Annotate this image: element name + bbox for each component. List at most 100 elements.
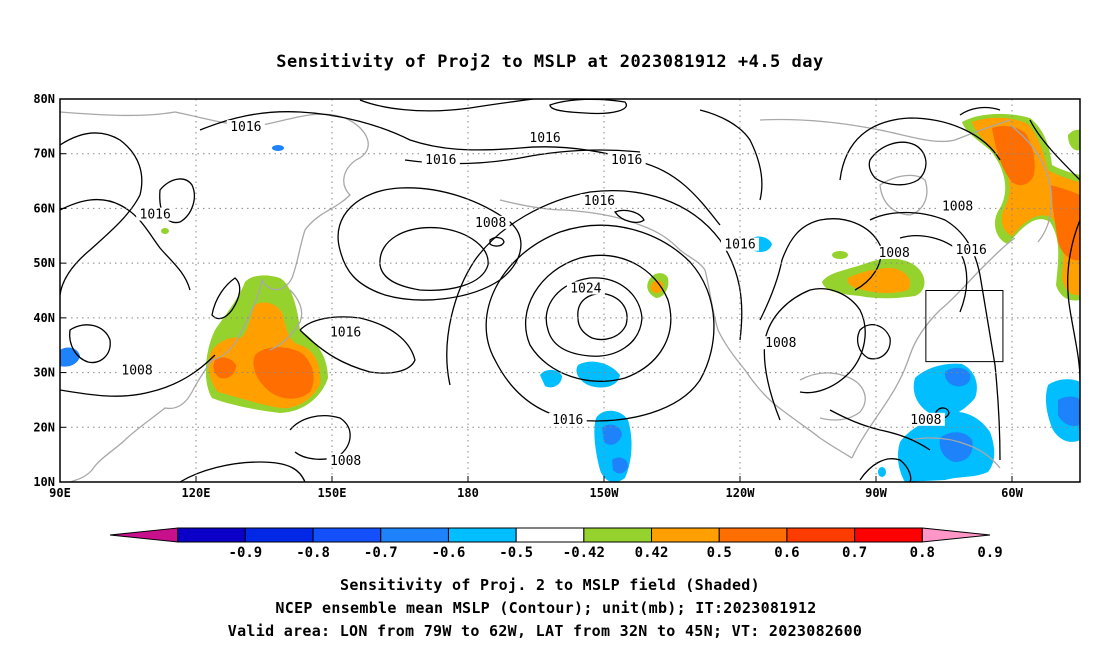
colorbar-label: -0.42 <box>563 545 605 561</box>
contour-label-background <box>118 363 157 377</box>
colorbar-label: 0.8 <box>910 545 935 561</box>
caption-line-1: Sensitivity of Proj. 2 to MSLP field (Sh… <box>340 576 760 594</box>
lat-tick-label: 60N <box>33 201 55 215</box>
mslp-contour <box>359 99 539 112</box>
contour-label: 1016 <box>140 208 171 223</box>
mslp-contour <box>379 226 489 291</box>
mslp-contour <box>613 209 645 223</box>
mslp-contour <box>337 187 522 301</box>
positive-sensitivity-region <box>253 347 314 399</box>
coastline-alaska <box>499 199 706 271</box>
lat-tick-label: 40N <box>33 311 55 325</box>
contour-label-background <box>471 215 510 229</box>
mslp-contour <box>289 415 351 460</box>
contour-labels: 1016 1016 1016 1016 1016 1016 1008 1024 1016 1008… <box>118 120 991 469</box>
negative-sensitivity-region <box>612 457 628 474</box>
mslp-contour <box>545 277 643 357</box>
colorbar: -0.9 -0.8 -0.7 -0.6 -0.5 -0.42 0.42 0.5 0.6 0.7 0.… <box>109 527 1003 561</box>
coastline-greenland <box>1009 124 1053 243</box>
positive-sensitivity-region <box>847 268 911 293</box>
contour-label: 1008 <box>121 364 152 379</box>
colorbar-swatch <box>380 527 449 543</box>
mslp-contour <box>525 254 672 382</box>
coastline-arctic <box>759 118 1011 143</box>
contour-label: 1016 <box>529 131 560 146</box>
colorbar-swatch <box>312 527 382 543</box>
negative-sensitivity-region <box>878 467 886 477</box>
colorbar-swatch <box>447 527 517 543</box>
contour-label-background <box>226 120 265 134</box>
negative-sensitivity-region <box>540 369 562 388</box>
contour-label-background <box>566 281 605 295</box>
negative-sensitivity-region <box>602 424 622 445</box>
contour-label-background <box>952 243 991 257</box>
mslp-contour <box>211 277 241 320</box>
coastline-east-na <box>851 237 1016 459</box>
mslp-contour <box>859 458 912 482</box>
mslp-contour <box>763 288 866 421</box>
colorbar-label: -0.7 <box>364 545 398 561</box>
figure-title: Sensitivity of Proj2 to MSLP at 20230819… <box>276 52 823 72</box>
coastline-hudson <box>879 174 928 216</box>
contour-label: 1008 <box>765 336 796 351</box>
contour-label: 1024 <box>570 282 601 297</box>
contour-label: 1008 <box>330 454 361 469</box>
contour-label: 1016 <box>611 153 642 168</box>
colorbar-label: 0.7 <box>842 545 867 561</box>
contour-label: 1016 <box>330 325 361 340</box>
contour-label-background <box>761 336 800 350</box>
latitude-axis: 80N 70N 60N 50N 40N 30N 20N 10N <box>33 92 66 489</box>
mslp-contour <box>857 324 891 360</box>
mslp-contour <box>446 190 743 386</box>
positive-sensitivity-region <box>972 117 1080 296</box>
contour-label-background <box>938 199 977 213</box>
valid-area-box <box>925 290 1004 363</box>
mslp-contour <box>299 316 416 374</box>
lon-tick-label: 120E <box>182 486 211 500</box>
longitude-axis: 90E 120E 150E 180 150W 120W 90W 60W <box>49 476 1024 500</box>
mslp-contour <box>959 106 1001 116</box>
colorbar-label: -0.9 <box>229 545 263 561</box>
colorbar-swatch <box>854 527 923 543</box>
lon-tick-label: 90W <box>865 486 887 500</box>
contour-label-background <box>906 412 945 426</box>
lat-tick-label: 80N <box>33 92 55 106</box>
contour-label-background <box>326 453 365 467</box>
mslp-contour <box>69 324 111 364</box>
contour-label: 1016 <box>425 153 456 168</box>
lon-tick-label: 150W <box>590 486 620 500</box>
mslp-contour <box>829 409 931 451</box>
lon-tick-label: 120W <box>726 486 756 500</box>
contour-label-background <box>326 325 365 339</box>
lon-tick-label: 180 <box>457 486 479 500</box>
contour-label: 1016 <box>956 243 987 258</box>
colorbar-swatch <box>583 527 653 543</box>
positive-sensitivity-region <box>650 280 664 294</box>
contour-label: 1008 <box>910 413 941 428</box>
contour-label-background <box>548 412 587 426</box>
positive-sensitivity-region <box>832 251 848 259</box>
mslp-contour <box>60 132 143 296</box>
colorbar-swatch <box>244 527 314 543</box>
lat-tick-label: 30N <box>33 366 55 380</box>
colorbar-label: -0.6 <box>432 545 466 561</box>
contour-label: 1016 <box>230 120 261 135</box>
coastline-west-na <box>704 269 853 459</box>
positive-sensitivity-region <box>1068 129 1080 151</box>
contour-label-background <box>875 245 914 259</box>
contour-label-background <box>136 207 175 221</box>
negative-sensitivity-region <box>272 145 284 151</box>
mslp-contour <box>179 461 306 482</box>
contour-label: 1016 <box>552 413 583 428</box>
colorbar-label: 0.5 <box>707 545 732 561</box>
contour-label-background <box>526 131 565 145</box>
colorbar-swatch <box>515 527 585 543</box>
colorbar-swatch <box>177 527 246 543</box>
lon-tick-label: 150E <box>318 486 347 500</box>
lat-tick-label: 20N <box>33 420 55 434</box>
mslp-contour <box>839 117 1001 181</box>
coastlines <box>60 111 1053 482</box>
lon-tick-label: 90E <box>49 486 71 500</box>
contour-label-background <box>580 193 619 207</box>
contour-label-background <box>721 237 759 251</box>
